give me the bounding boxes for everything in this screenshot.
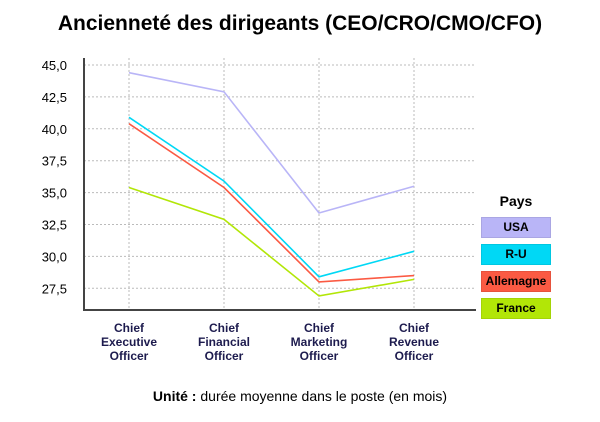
y-tick-label: 40,0 xyxy=(42,122,67,137)
y-tick-label: 27,5 xyxy=(42,281,67,296)
x-tick-label: Officer xyxy=(395,349,434,363)
series-line-r-u xyxy=(128,116,415,278)
chart-title: Ancienneté des dirigeants (CEO/CRO/CMO/C… xyxy=(57,12,543,35)
series-line-usa xyxy=(128,71,415,214)
series-line-allemagne xyxy=(128,123,415,283)
x-tick-label: Chief xyxy=(304,321,335,335)
x-tick-label: Executive xyxy=(101,335,157,349)
y-tick-label: 42,5 xyxy=(42,90,67,105)
x-tick-label: Officer xyxy=(110,349,149,363)
y-tick-label: 35,0 xyxy=(42,186,67,201)
x-tick-label: Marketing xyxy=(291,335,348,349)
line-chart: 45,042,540,037,535,032,530,027,5ChiefExe… xyxy=(42,58,476,363)
x-tick-label: Chief xyxy=(399,321,430,335)
x-tick-label: Financial xyxy=(198,335,250,349)
x-tick-label: Chief xyxy=(209,321,240,335)
unit-text: durée moyenne dans le poste (en mois) xyxy=(196,388,448,404)
x-tick-label: Revenue xyxy=(389,335,439,349)
y-tick-label: 32,5 xyxy=(42,218,67,233)
x-tick-label: Officer xyxy=(300,349,339,363)
legend: Pays USA R-U Allemagne France xyxy=(481,193,551,325)
legend-item-allemagne: Allemagne xyxy=(481,271,551,292)
series-line-france xyxy=(128,186,415,297)
legend-title: Pays xyxy=(499,193,533,209)
x-tick-label: Chief xyxy=(114,321,145,335)
legend-item-usa: USA xyxy=(481,217,551,238)
y-tick-label: 45,0 xyxy=(42,58,67,73)
legend-item-france: France xyxy=(481,298,551,319)
unit-label: Unité : xyxy=(152,388,197,404)
y-tick-label: 37,5 xyxy=(42,154,67,169)
x-tick-label: Officer xyxy=(205,349,244,363)
y-tick-label: 30,0 xyxy=(42,249,67,264)
legend-item-ru: R-U xyxy=(481,244,551,265)
unit-note: Unité : durée moyenne dans le poste (en … xyxy=(0,388,600,404)
